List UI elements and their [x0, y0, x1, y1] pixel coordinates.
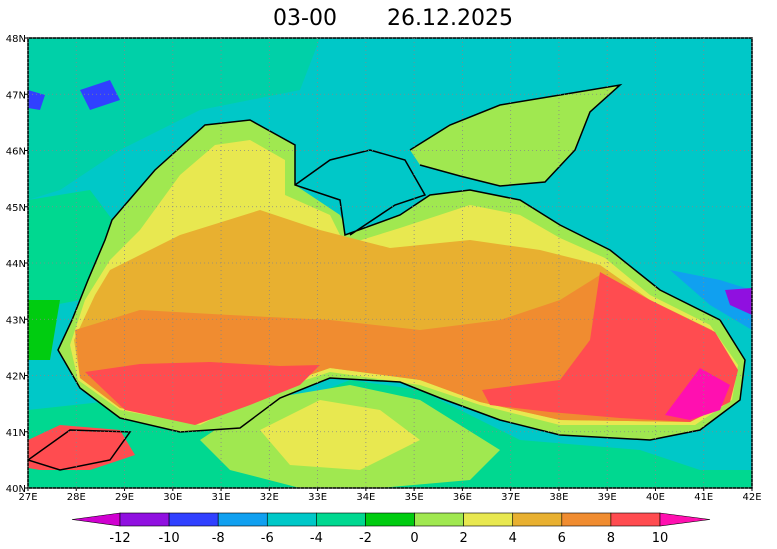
- colorbar-under: [71, 512, 121, 527]
- colorbar-label: 0: [410, 531, 418, 546]
- x-tick-label: 36E: [453, 492, 472, 503]
- x-tick-label: 40E: [646, 492, 665, 503]
- y-tick-label: 42N: [6, 372, 26, 383]
- colorbar-segment: [168, 512, 219, 527]
- field-patch: [670, 270, 752, 330]
- field-patch: [28, 300, 60, 360]
- field-patch: [28, 190, 120, 310]
- x-tick-label: 32E: [260, 492, 279, 503]
- x-tick-label: 31E: [212, 492, 231, 503]
- field-patch: [28, 80, 120, 110]
- x-tick-label: 33E: [308, 492, 327, 503]
- azov-sea: [410, 85, 620, 186]
- crimea: [295, 150, 425, 235]
- x-tick-label: 39E: [598, 492, 617, 503]
- colorbar-segment: [463, 512, 514, 527]
- y-tick-label: 47N: [6, 90, 26, 101]
- x-tick-label: 37E: [501, 492, 520, 503]
- field-patch: [28, 425, 135, 470]
- y-tick-label: 43N: [6, 315, 26, 326]
- colorbar-segment: [266, 512, 317, 527]
- colorbar-label: 10: [652, 531, 669, 546]
- x-tick-label: 35E: [405, 492, 424, 503]
- field-patch: [28, 38, 320, 200]
- coastline: [28, 83, 746, 471]
- colorbar-label: -6: [261, 531, 274, 546]
- colorbar-segment: [217, 512, 268, 527]
- colorbar-label: 4: [509, 531, 517, 546]
- colorbar-label: -2: [359, 531, 372, 546]
- x-tick-label: 38E: [549, 492, 568, 503]
- x-tick-label: 42E: [742, 492, 761, 503]
- y-tick-label: 44N: [6, 259, 26, 270]
- y-tick-label: 45N: [6, 203, 26, 214]
- date-label: 26.12.2025: [387, 6, 513, 31]
- time-label: 03-00: [273, 6, 337, 31]
- colorbar-segment: [414, 512, 464, 527]
- colorbar-segment: [512, 512, 563, 527]
- colorbar-over: [659, 512, 711, 527]
- field-patch: [260, 400, 420, 470]
- x-tick-label: 29E: [115, 492, 134, 503]
- x-tick-label: 27E: [18, 492, 37, 503]
- x-tick-label: 34E: [356, 492, 375, 503]
- colorbar-segment: [610, 512, 661, 527]
- colorbar-segment: [119, 512, 170, 527]
- sea-warm: [665, 368, 730, 420]
- colorbar-label: -4: [310, 531, 323, 546]
- colorbar-label: -10: [158, 531, 179, 546]
- y-tick-label: 46N: [6, 147, 26, 158]
- field-patch: [725, 288, 752, 315]
- colorbar-label: 8: [607, 531, 615, 546]
- x-tick-label: 30E: [163, 492, 182, 503]
- colorbar-label: -12: [109, 531, 130, 546]
- y-tick-label: 48N: [6, 34, 26, 45]
- colorbar-label: -8: [212, 531, 225, 546]
- x-tick-label: 41E: [694, 492, 713, 503]
- colorbar-segment: [365, 512, 415, 527]
- colorbar-label: 6: [558, 531, 566, 546]
- colorbar-segment: [561, 512, 612, 527]
- sea-warm: [482, 272, 738, 422]
- field: [28, 38, 752, 488]
- y-tick-label: 41N: [6, 428, 26, 439]
- sea-warm: [85, 362, 320, 425]
- y-tick-label: 40N: [6, 484, 26, 495]
- colorbar-segment: [316, 512, 366, 527]
- colorbar-label: 2: [459, 531, 467, 546]
- x-tick-label: 28E: [67, 492, 86, 503]
